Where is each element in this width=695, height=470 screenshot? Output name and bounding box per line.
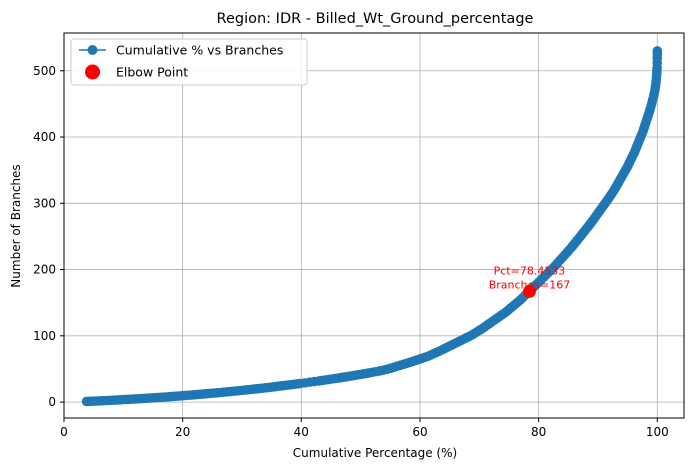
legend-elbow-swatch bbox=[85, 64, 100, 80]
elbow-annotation-line: Branches=167 bbox=[489, 278, 571, 291]
y-tick-label: 100 bbox=[33, 329, 56, 343]
elbow-point-marker bbox=[522, 284, 536, 298]
elbow-annotation-line: Pct=78.4533 bbox=[494, 264, 566, 277]
y-tick-label: 200 bbox=[33, 263, 56, 277]
series-line bbox=[86, 50, 659, 403]
x-tick-label: 20 bbox=[175, 425, 190, 439]
y-axis-label: Number of Branches bbox=[9, 164, 23, 287]
y-tick-label: 300 bbox=[33, 196, 56, 210]
y-tick-label: 0 bbox=[48, 395, 56, 409]
x-tick-label: 40 bbox=[294, 425, 309, 439]
x-tick-label: 100 bbox=[646, 425, 669, 439]
y-axis-ticks: 0 100 200 300 400 500 bbox=[33, 64, 64, 409]
x-axis-ticks: 0 20 40 60 80 100 bbox=[60, 418, 669, 439]
legend-frame bbox=[70, 38, 308, 86]
y-tick-label: 500 bbox=[33, 64, 56, 78]
legend-label-elbow: Elbow Point bbox=[116, 65, 188, 80]
x-tick-label: 0 bbox=[60, 425, 68, 439]
legend: Cumulative % vs Branches Elbow Point bbox=[70, 38, 308, 86]
x-axis-label: Cumulative Percentage (%) bbox=[293, 446, 457, 460]
plot-frame bbox=[63, 32, 685, 419]
data-point bbox=[652, 46, 663, 56]
legend-label-series: Cumulative % vs Branches bbox=[116, 43, 283, 58]
series-layer bbox=[81, 46, 663, 407]
x-tick-label: 60 bbox=[412, 425, 427, 439]
legend-marker-swatch bbox=[87, 45, 98, 55]
x-tick-label: 80 bbox=[531, 425, 546, 439]
chart-title: Region: IDR - Billed_Wt_Ground_percentag… bbox=[217, 11, 534, 27]
y-tick-label: 400 bbox=[33, 130, 56, 144]
